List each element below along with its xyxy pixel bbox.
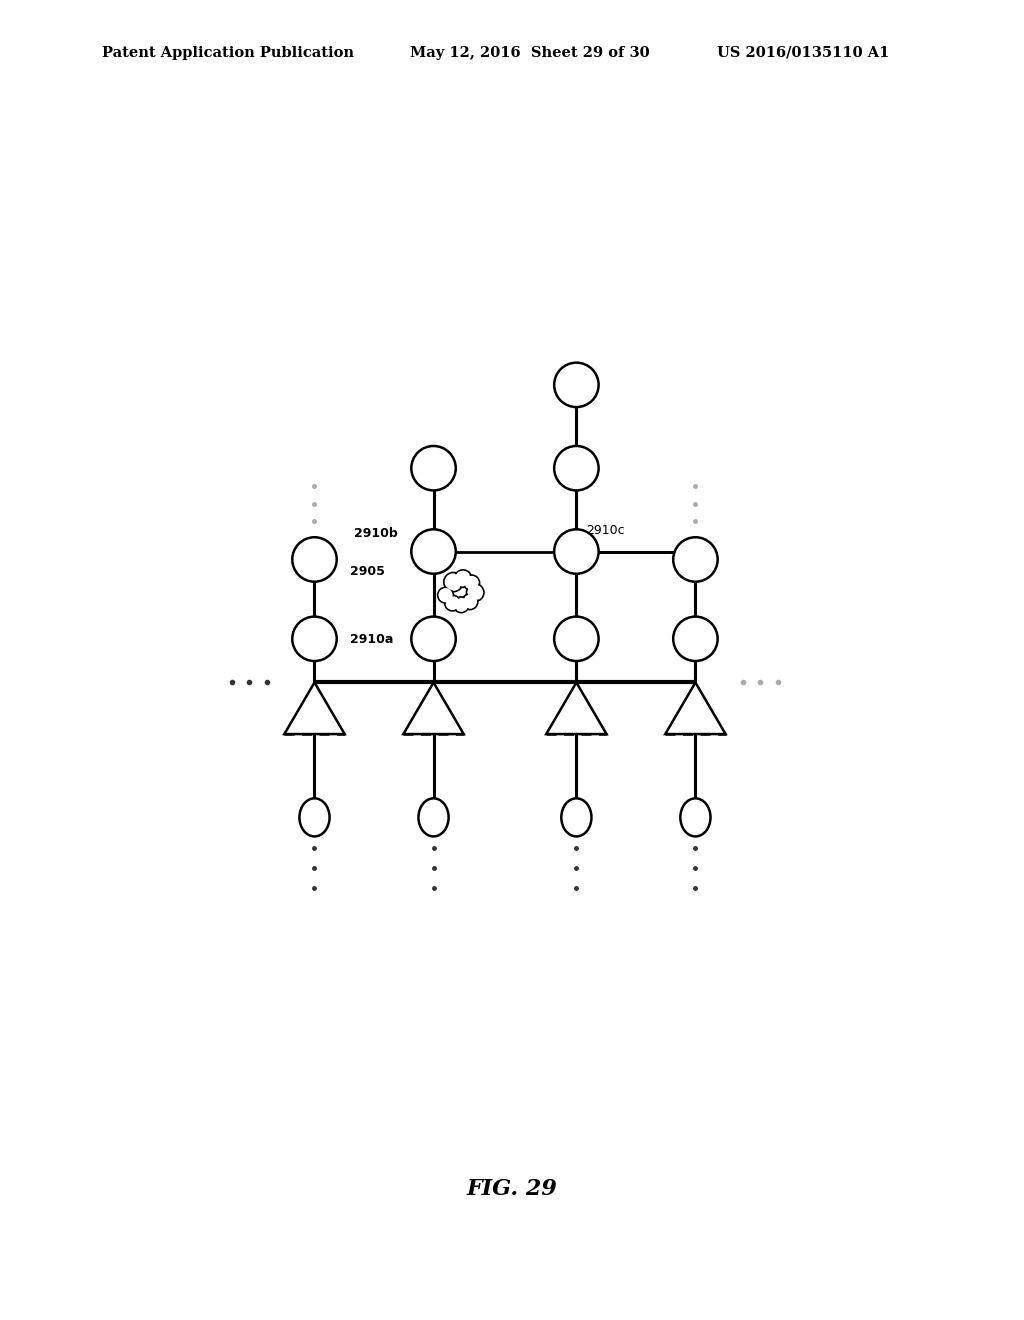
Circle shape: [462, 594, 478, 610]
Text: FIG. 29: FIG. 29: [467, 1177, 557, 1200]
Ellipse shape: [419, 799, 449, 837]
Polygon shape: [403, 682, 464, 734]
Circle shape: [292, 537, 337, 582]
Circle shape: [463, 595, 476, 609]
Circle shape: [444, 595, 461, 611]
Circle shape: [673, 616, 718, 661]
Circle shape: [412, 529, 456, 574]
Circle shape: [554, 446, 599, 491]
Text: May 12, 2016  Sheet 29 of 30: May 12, 2016 Sheet 29 of 30: [410, 46, 649, 59]
Polygon shape: [285, 682, 345, 734]
Polygon shape: [666, 682, 726, 734]
Circle shape: [445, 597, 459, 610]
Circle shape: [673, 537, 718, 582]
Circle shape: [454, 597, 469, 612]
Circle shape: [554, 363, 599, 407]
Circle shape: [465, 577, 478, 590]
Circle shape: [554, 616, 599, 661]
Text: 2910c: 2910c: [586, 524, 625, 537]
Circle shape: [455, 570, 472, 587]
Circle shape: [443, 573, 463, 591]
Circle shape: [439, 589, 453, 602]
Text: 2910b: 2910b: [354, 527, 398, 540]
Circle shape: [437, 587, 454, 603]
Circle shape: [467, 583, 484, 602]
Text: 2905: 2905: [350, 565, 385, 578]
Ellipse shape: [299, 799, 330, 837]
Circle shape: [412, 446, 456, 491]
Circle shape: [554, 529, 599, 574]
Circle shape: [467, 583, 484, 602]
Circle shape: [456, 572, 470, 586]
Circle shape: [462, 594, 478, 610]
Ellipse shape: [561, 799, 592, 837]
Circle shape: [464, 576, 479, 591]
Circle shape: [292, 616, 337, 661]
Ellipse shape: [680, 799, 711, 837]
Circle shape: [412, 616, 456, 661]
Text: 2910a: 2910a: [350, 632, 393, 645]
Circle shape: [445, 574, 462, 590]
Circle shape: [444, 595, 461, 611]
Circle shape: [443, 573, 463, 591]
Circle shape: [468, 585, 482, 601]
Circle shape: [454, 597, 469, 612]
Text: US 2016/0135110 A1: US 2016/0135110 A1: [717, 46, 889, 59]
Circle shape: [437, 587, 454, 603]
Polygon shape: [546, 682, 606, 734]
Circle shape: [455, 570, 472, 587]
Circle shape: [464, 576, 479, 591]
Text: Patent Application Publication: Patent Application Publication: [102, 46, 354, 59]
Circle shape: [455, 598, 468, 611]
